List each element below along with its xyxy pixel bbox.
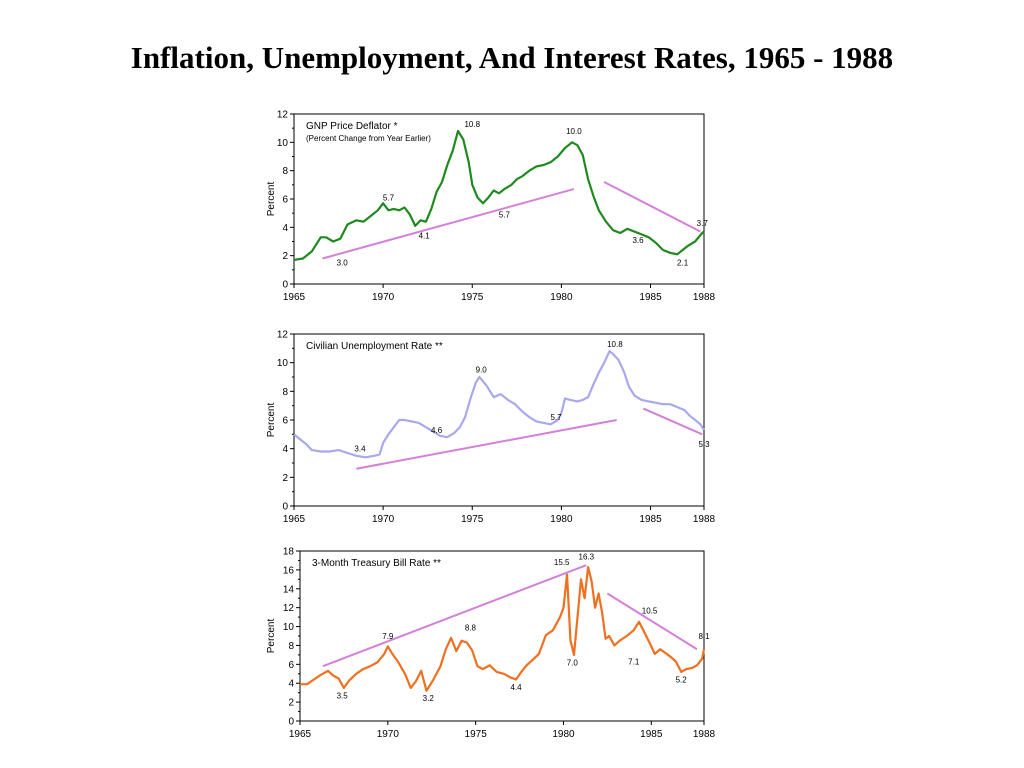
x-tick-label: 1988 xyxy=(693,292,716,303)
data-label: 5.2 xyxy=(676,675,688,684)
y-tick-label: 12 xyxy=(277,110,289,121)
data-label: 9.0 xyxy=(476,366,488,375)
data-label: 10.8 xyxy=(607,340,623,349)
x-tick-label: 1965 xyxy=(283,514,306,525)
series-line xyxy=(293,350,705,459)
chart-title: Civilian Unemployment Rate ** xyxy=(306,341,443,352)
data-label: 10.0 xyxy=(566,127,582,136)
data-label: 15.5 xyxy=(554,558,570,567)
x-tick-label: 1975 xyxy=(465,729,488,740)
data-label: 7.0 xyxy=(567,658,579,667)
data-label: 3.5 xyxy=(337,691,349,700)
x-tick-label: 1988 xyxy=(693,514,716,525)
x-tick-label: 1970 xyxy=(372,292,395,303)
x-tick-label: 1970 xyxy=(372,514,395,525)
series-line xyxy=(293,129,705,261)
y-tick-label: 8 xyxy=(282,387,288,398)
y-tick-label: 18 xyxy=(283,547,295,558)
trend-line xyxy=(642,407,703,436)
y-tick-label: 10 xyxy=(283,622,295,633)
y-tick-label: 4 xyxy=(282,223,288,234)
data-label: 8.8 xyxy=(465,623,477,632)
x-tick-label: 1965 xyxy=(289,729,312,740)
data-label: 8.1 xyxy=(698,632,710,641)
y-tick-label: 8 xyxy=(282,166,288,177)
trend-line xyxy=(606,592,698,651)
trend-line xyxy=(603,181,701,233)
chart-subtitle: (Percent Change from Year Earlier) xyxy=(306,134,431,143)
y-tick-label: 6 xyxy=(282,416,288,427)
treasury-bill-rate-chart: 0 2 4 6 8 10 12 14 16 18 1965 1970 1975 1980 1985 1988 P… xyxy=(266,547,716,741)
data-label: 5.7 xyxy=(550,413,562,422)
data-label: 3.2 xyxy=(423,694,435,703)
data-label: 4.4 xyxy=(510,683,522,692)
data-label: 4.1 xyxy=(419,232,431,241)
x-tick-label: 1985 xyxy=(640,729,663,740)
x-tick-label: 1985 xyxy=(639,514,662,525)
y-tick-label: 0 xyxy=(282,502,288,513)
data-label: 7.9 xyxy=(382,632,394,641)
y-tick-label: 10 xyxy=(277,138,289,149)
gnp-price-deflator-chart: 0 2 4 6 8 10 12 1965 1970 1975 1980 1985 1988 Percent… xyxy=(266,110,716,304)
plot-frame xyxy=(299,550,705,722)
y-tick-label: 0 xyxy=(288,717,294,728)
trend-line xyxy=(322,564,587,668)
y-tick-label: 8 xyxy=(288,641,294,652)
data-label: 2.1 xyxy=(677,259,689,268)
y-tick-label: 4 xyxy=(288,679,294,690)
y-tick-label: 12 xyxy=(283,603,295,614)
y-axis-label: Percent xyxy=(266,619,277,654)
unemployment-rate-chart: 0 2 4 6 8 10 12 1965 1970 1975 1980 1985 1988 Percent… xyxy=(266,330,716,526)
x-tick-label: 1975 xyxy=(461,514,484,525)
data-label: 4.6 xyxy=(431,426,443,435)
data-label: 10.8 xyxy=(464,120,480,129)
y-tick-label: 2 xyxy=(288,698,294,709)
data-label: 3.0 xyxy=(337,259,349,268)
x-tick-label: 1985 xyxy=(639,292,662,303)
series-line xyxy=(300,566,706,692)
data-label: 5.7 xyxy=(499,210,511,219)
y-tick-label: 6 xyxy=(288,660,294,671)
data-label: 3.6 xyxy=(632,236,644,245)
chart-title: 3-Month Treasury Bill Rate ** xyxy=(312,558,441,569)
y-axis-label: Percent xyxy=(266,182,277,217)
y-tick-label: 4 xyxy=(282,444,288,455)
data-label: 5.7 xyxy=(383,193,395,202)
y-tick-label: 0 xyxy=(282,280,288,291)
data-label: 7.1 xyxy=(628,657,640,666)
slide-title: Inflation, Unemployment, And Interest Ra… xyxy=(130,40,894,75)
x-tick-label: 1980 xyxy=(552,729,575,740)
x-tick-label: 1980 xyxy=(550,292,573,303)
y-tick-label: 6 xyxy=(282,195,288,206)
data-label: 10.5 xyxy=(642,606,658,615)
y-tick-label: 14 xyxy=(283,584,295,595)
y-tick-label: 12 xyxy=(277,330,289,341)
chart-title: GNP Price Deflator * xyxy=(306,121,398,132)
data-label: 3.4 xyxy=(354,445,366,454)
x-tick-label: 1988 xyxy=(693,729,716,740)
y-axis-label: Percent xyxy=(266,403,277,438)
plot-frame xyxy=(293,333,705,507)
y-tick-label: 10 xyxy=(277,358,289,369)
y-tick-label: 2 xyxy=(282,473,288,484)
x-tick-label: 1980 xyxy=(550,514,573,525)
x-tick-label: 1970 xyxy=(377,729,400,740)
y-tick-label: 16 xyxy=(283,565,295,576)
x-tick-label: 1965 xyxy=(283,292,306,303)
data-label: 16.3 xyxy=(579,553,595,562)
data-label: 3.7 xyxy=(697,219,709,228)
y-tick-label: 2 xyxy=(282,251,288,262)
x-tick-label: 1975 xyxy=(461,292,484,303)
data-label: 5.3 xyxy=(698,440,710,449)
trend-line xyxy=(322,188,575,260)
trend-line xyxy=(356,419,617,470)
